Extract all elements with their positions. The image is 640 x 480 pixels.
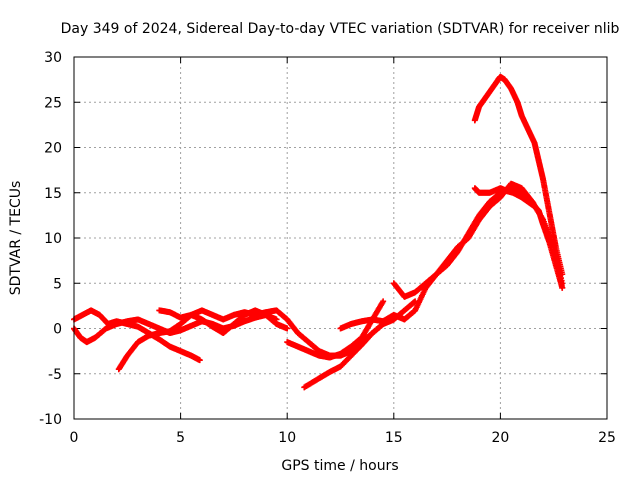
y-tick-label: 10: [44, 231, 62, 247]
series-arc-c: [115, 307, 291, 373]
y-tick-label: -10: [39, 412, 62, 428]
y-axis-label: SDTVAR / TECUs: [8, 181, 24, 296]
x-tick-label: 5: [176, 430, 185, 446]
plot-frame: [73, 56, 608, 420]
data-points: [71, 73, 566, 391]
series-arc-f: [301, 298, 419, 391]
y-tick-label: 25: [44, 95, 62, 111]
y-tick-label: 30: [44, 50, 62, 66]
data-point-marker: [559, 284, 566, 291]
x-tick-label: 20: [491, 430, 509, 446]
data-point-marker: [196, 357, 203, 364]
series-arc-j: [471, 73, 566, 278]
data-point-marker: [284, 325, 291, 332]
axis-ticks: 0 5 10 15 20 25 -10 -5 0 5 10 15 20 25 30: [39, 50, 616, 446]
data-point-marker: [559, 271, 566, 278]
y-tick-label: 0: [53, 322, 62, 338]
series-arc-e: [284, 298, 387, 361]
y-tick-label: 5: [53, 276, 62, 292]
x-axis-label: GPS time / hours: [281, 458, 398, 474]
x-tick-label: 0: [70, 430, 79, 446]
y-tick-label: 15: [44, 186, 62, 202]
series-arc-h: [390, 180, 566, 300]
x-tick-label: 25: [598, 430, 616, 446]
x-tick-label: 15: [385, 430, 403, 446]
x-tick-label: 10: [278, 430, 296, 446]
chart-title: Day 349 of 2024, Sidereal Day-to-day VTE…: [61, 21, 620, 37]
y-tick-label: -5: [48, 367, 62, 383]
data-point-marker: [380, 298, 387, 305]
series-arc-d: [156, 307, 397, 359]
y-tick-label: 20: [44, 141, 62, 157]
